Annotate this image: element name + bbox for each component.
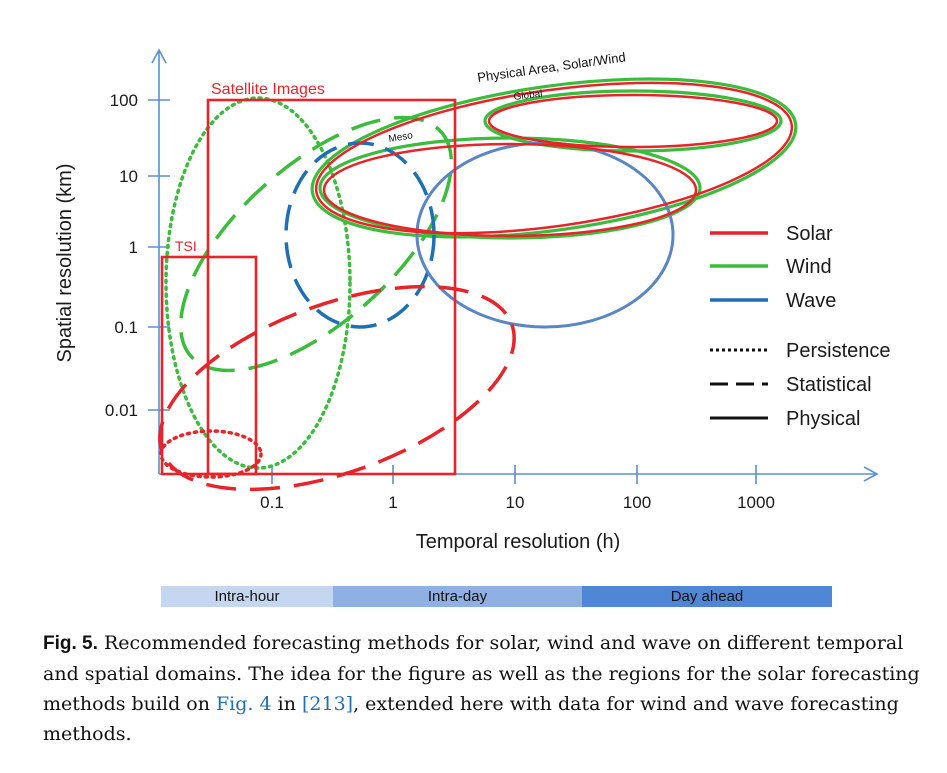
horizon-day-ahead-label: Day ahead	[670, 588, 744, 605]
solar-physical-meso-region	[322, 142, 698, 238]
figure-caption: Fig. 5. Recommended forecasting methods …	[43, 628, 923, 749]
solar-physical-area-region	[314, 81, 794, 235]
x-tick-label: 0.1	[260, 493, 284, 512]
wind-regions	[164, 77, 798, 470]
x-axis-label: Temporal resolution (h)	[416, 531, 621, 553]
legend-persistence-label: Persistence	[786, 340, 891, 362]
y-axis-label: Spatial resolution (km)	[54, 164, 76, 363]
satellite-images-label: Satellite Images	[211, 81, 325, 98]
x-axis-arrow	[863, 466, 879, 482]
x-tick-label: 1	[388, 493, 397, 512]
x-tick-label: 10	[506, 493, 525, 512]
x-tick-label: 100	[623, 493, 651, 512]
horizon-day-ahead: Day ahead	[582, 586, 832, 607]
tsi-region	[160, 255, 258, 476]
legend-statistical-label: Statistical	[786, 374, 872, 396]
caption-text: , extended here with data for wind and w…	[43, 693, 899, 745]
y-tick-label: 0.1	[114, 318, 138, 337]
solar-persistence-region	[159, 429, 263, 479]
horizon-intra-hour-label: Intra-hour	[214, 588, 280, 605]
y-tick-label: 0.01	[105, 401, 138, 420]
wind-physical-area-region	[310, 77, 798, 239]
wind-statistical-region	[178, 115, 454, 373]
y-tick-label: 10	[119, 167, 138, 186]
legend: Solar Wind Wave Persistence Statistical …	[710, 223, 891, 430]
solar-regions	[158, 81, 794, 492]
legend-wave-label: Wave	[786, 290, 836, 312]
horizon-intra-day-label: Intra-day	[427, 588, 488, 605]
caption-text: Recommended forecasting methods for sola…	[43, 632, 920, 715]
horizon-intra-hour: Intra-hour	[161, 586, 333, 607]
caption-fig-number: Fig. 5.	[43, 633, 98, 654]
y-tick-labels: 100 10 1 0.1 0.01	[105, 91, 138, 420]
caption-ref-link[interactable]: [213]	[302, 693, 354, 715]
wind-physical-global-region	[483, 89, 783, 153]
caption-fig-link[interactable]: Fig. 4	[216, 693, 272, 715]
x-tick-label: 1000	[737, 493, 775, 512]
legend-physical-label: Physical	[786, 408, 860, 430]
global-label: Global	[513, 89, 543, 103]
solar-statistical-region	[158, 284, 516, 492]
satellite-images-region	[206, 98, 457, 476]
y-axis-arrow	[151, 48, 167, 64]
wind-persistence-region	[164, 96, 352, 470]
solar-physical-global-region	[487, 93, 779, 149]
x-tick-labels: 0.1 1 10 100 1000	[260, 493, 775, 512]
wave-physical-region	[415, 141, 675, 329]
forecasting-methods-diagram: 100 10 1 0.1 0.01 0.1 1 10 100 1000 Spat…	[54, 48, 891, 553]
horizon-intra-day: Intra-day	[333, 586, 582, 607]
tsi-label: TSI	[175, 238, 197, 254]
y-tick-label: 1	[129, 238, 138, 257]
caption-text: in	[271, 693, 302, 715]
legend-solar-label: Solar	[786, 223, 833, 245]
y-tick-label: 100	[110, 91, 138, 110]
legend-wind-label: Wind	[786, 256, 832, 278]
meso-label: Meso	[388, 130, 414, 145]
